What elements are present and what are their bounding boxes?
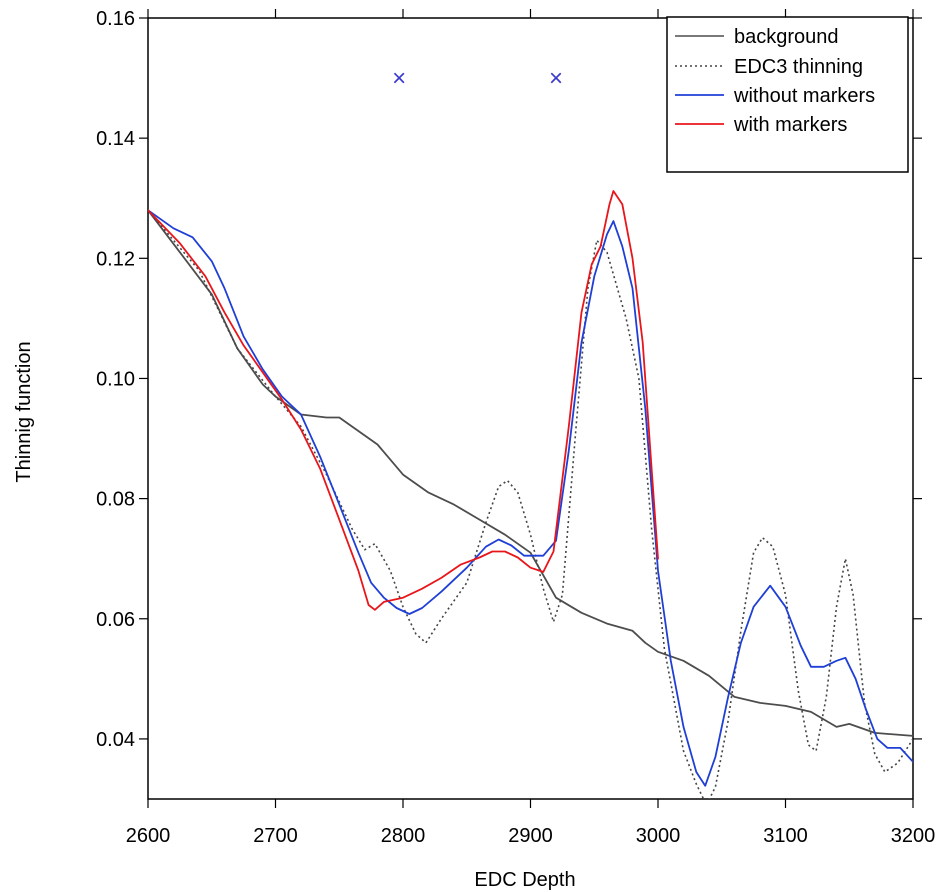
legend: background EDC3 thinning without markers…	[666, 16, 909, 173]
y-tick-labels: 0.04 0.06 0.08 0.10 0.12 0.14 0.16	[96, 8, 135, 751]
y-tick-label: 0.10	[96, 368, 135, 390]
legend-label-edc3-thinning: EDC3 thinning	[734, 56, 863, 78]
y-axis-label: Thinnig function	[13, 341, 35, 482]
x-axis-label: EDC Depth	[474, 869, 575, 891]
marker-layer: × ×	[392, 65, 563, 92]
x-tick-label: 2700	[253, 825, 298, 847]
y-tick-label: 0.04	[96, 729, 135, 751]
y-tick-label: 0.06	[96, 609, 135, 631]
x-tick-label: 2900	[508, 825, 553, 847]
x-tick-label: 3000	[636, 825, 681, 847]
x-tick-label: 2600	[126, 825, 171, 847]
series-layer	[148, 190, 913, 799]
x-tick-label: 2800	[381, 825, 426, 847]
y-tick-label: 0.08	[96, 489, 135, 511]
series-line-with-markers	[148, 190, 659, 611]
y-tick-label: 0.16	[96, 8, 135, 30]
legend-label-background: background	[734, 26, 839, 48]
series-line-edc3-thinning	[148, 209, 913, 799]
series-line-without-markers	[148, 209, 913, 787]
y-tick-label: 0.12	[96, 248, 135, 270]
legend-label-with-markers: with markers	[733, 114, 847, 136]
cross-marker: ×	[392, 65, 406, 92]
series-line-background	[148, 209, 913, 737]
x-tick-labels: 2600 2700 2800 2900 3000 3100 3200	[126, 825, 936, 847]
legend-label-without-markers: without markers	[733, 85, 875, 107]
x-tick-label: 3200	[891, 825, 936, 847]
cross-marker: ×	[549, 65, 563, 92]
y-tick-label: 0.14	[96, 128, 135, 150]
x-tick-label: 3100	[763, 825, 808, 847]
